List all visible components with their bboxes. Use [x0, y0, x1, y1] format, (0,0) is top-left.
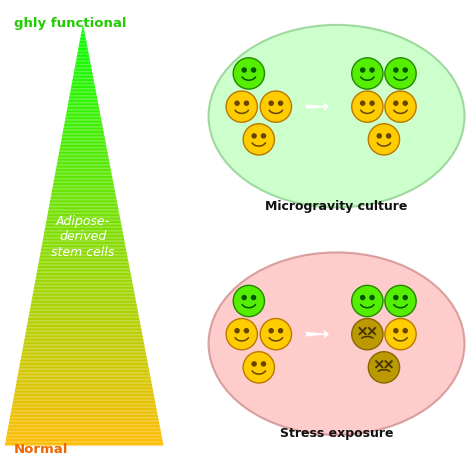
Circle shape: [260, 319, 292, 350]
Circle shape: [385, 91, 416, 122]
Circle shape: [368, 124, 400, 155]
Circle shape: [235, 101, 239, 105]
Circle shape: [352, 319, 383, 350]
Circle shape: [242, 295, 246, 300]
Text: Microgravity culture: Microgravity culture: [265, 200, 408, 213]
Circle shape: [403, 295, 407, 300]
Circle shape: [352, 91, 383, 122]
Circle shape: [262, 134, 265, 138]
Circle shape: [252, 134, 256, 138]
Circle shape: [352, 58, 383, 89]
Circle shape: [370, 68, 374, 72]
Circle shape: [403, 101, 407, 105]
Text: Stress exposure: Stress exposure: [280, 427, 393, 440]
Circle shape: [394, 328, 398, 333]
Circle shape: [226, 91, 257, 122]
Circle shape: [279, 328, 283, 333]
Circle shape: [243, 352, 274, 383]
Circle shape: [387, 134, 391, 138]
Circle shape: [361, 101, 365, 105]
Text: Adipose-
derived
stem cells: Adipose- derived stem cells: [51, 216, 115, 258]
Circle shape: [262, 362, 265, 366]
Circle shape: [242, 68, 246, 72]
Circle shape: [269, 101, 273, 105]
Circle shape: [403, 328, 407, 333]
Circle shape: [235, 328, 239, 333]
Circle shape: [252, 295, 255, 300]
Circle shape: [403, 68, 407, 72]
Circle shape: [394, 295, 398, 300]
Circle shape: [245, 328, 248, 333]
Circle shape: [385, 319, 416, 350]
Circle shape: [385, 285, 416, 317]
Circle shape: [233, 285, 264, 317]
Circle shape: [394, 68, 398, 72]
Circle shape: [252, 362, 256, 366]
Circle shape: [269, 328, 273, 333]
Circle shape: [377, 134, 381, 138]
Circle shape: [385, 58, 416, 89]
Text: ghly functional: ghly functional: [14, 17, 127, 29]
Circle shape: [279, 101, 283, 105]
Text: Normal: Normal: [14, 443, 69, 456]
Ellipse shape: [209, 252, 465, 435]
Circle shape: [260, 91, 292, 122]
Circle shape: [370, 101, 374, 105]
Circle shape: [368, 352, 400, 383]
Ellipse shape: [209, 25, 465, 208]
Circle shape: [245, 101, 248, 105]
Circle shape: [394, 101, 398, 105]
Circle shape: [361, 295, 365, 300]
Circle shape: [352, 285, 383, 317]
Circle shape: [233, 58, 264, 89]
Circle shape: [361, 68, 365, 72]
Circle shape: [226, 319, 257, 350]
Circle shape: [243, 124, 274, 155]
Circle shape: [370, 295, 374, 300]
Circle shape: [252, 68, 255, 72]
